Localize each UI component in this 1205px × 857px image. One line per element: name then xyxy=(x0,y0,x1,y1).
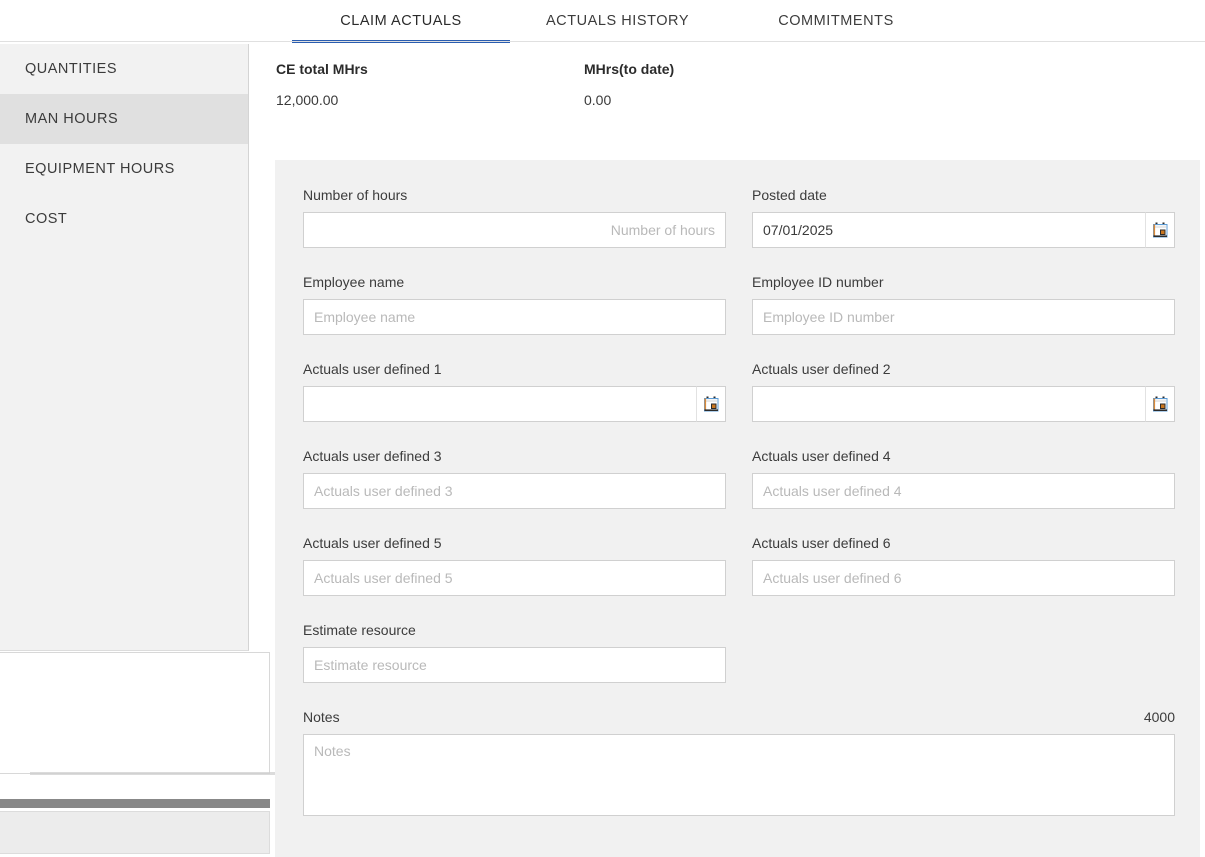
ce-total-mhrs-value: 12,000.00 xyxy=(276,92,339,108)
sidebar-item-man-hours-label: MAN HOURS xyxy=(25,111,119,127)
form-row-6: Estimate resource xyxy=(303,621,1175,683)
estimate-resource-input[interactable] xyxy=(303,647,726,683)
actuals-user-defined-5-input[interactable] xyxy=(303,560,726,596)
form-row-3: Actuals user defined 1 xyxy=(303,360,1175,422)
actuals-user-defined-4-input-wrap xyxy=(752,473,1175,509)
tab-bar: CLAIM ACTUALS ACTUALS HISTORY COMMITMENT… xyxy=(0,0,1205,43)
field-actuals-user-defined-4: Actuals user defined 4 xyxy=(752,447,1175,509)
tab-claim-actuals[interactable]: CLAIM ACTUALS xyxy=(292,0,510,43)
form-row-4: Actuals user defined 3 Actuals user defi… xyxy=(303,447,1175,509)
actuals-user-defined-6-label: Actuals user defined 6 xyxy=(752,535,891,551)
mhrs-to-date-value-cell: 0.00 xyxy=(584,83,884,117)
actuals-user-defined-1-input-wrap xyxy=(303,386,726,422)
field-notes: Notes 4000 xyxy=(303,708,1175,821)
number-of-hours-label: Number of hours xyxy=(303,187,408,203)
actuals-user-defined-3-input-wrap xyxy=(303,473,726,509)
posted-date-label: Posted date xyxy=(752,187,827,203)
sidebar-item-cost[interactable]: COST xyxy=(0,194,248,244)
sidebar-item-quantities-label: QUANTITIES xyxy=(25,61,118,77)
form-row-5: Actuals user defined 5 Actuals user defi… xyxy=(303,534,1175,596)
form-grid: Number of hours Posted date xyxy=(303,186,1175,846)
field-employee-name: Employee name xyxy=(303,273,726,335)
tab-list: CLAIM ACTUALS ACTUALS HISTORY COMMITMENT… xyxy=(292,0,947,43)
ce-total-mhrs-label-cell: CE total MHrs xyxy=(276,55,584,83)
notes-label: Notes xyxy=(303,709,340,725)
actuals-user-defined-2-input[interactable] xyxy=(752,386,1175,422)
employee-id-number-input-wrap xyxy=(752,299,1175,335)
tab-claim-actuals-label: CLAIM ACTUALS xyxy=(340,12,462,29)
actuals-user-defined-6-input-wrap xyxy=(752,560,1175,596)
field-actuals-user-defined-2: Actuals user defined 2 xyxy=(752,360,1175,422)
notes-label-line: Notes 4000 xyxy=(303,708,1175,734)
field-actuals-user-defined-3: Actuals user defined 3 xyxy=(303,447,726,509)
field-estimate-resource: Estimate resource xyxy=(303,621,726,683)
actuals-user-defined-1-label: Actuals user defined 1 xyxy=(303,361,442,377)
field-employee-id-number: Employee ID number xyxy=(752,273,1175,335)
sidebar-item-equipment-hours[interactable]: EQUIPMENT HOURS xyxy=(0,144,248,194)
actuals-user-defined-4-input[interactable] xyxy=(752,473,1175,509)
form-row-notes: Notes 4000 xyxy=(303,708,1175,821)
tab-commitments[interactable]: COMMITMENTS xyxy=(725,0,947,43)
actuals-user-defined-5-input-wrap xyxy=(303,560,726,596)
estimate-resource-input-wrap xyxy=(303,647,726,683)
actuals-user-defined-2-input-wrap xyxy=(752,386,1175,422)
calendar-icon[interactable] xyxy=(1145,386,1175,422)
actuals-user-defined-2-label: Actuals user defined 2 xyxy=(752,361,891,377)
calendar-icon-glyph xyxy=(703,396,718,412)
totals-value-row: 12,000.00 0.00 xyxy=(276,83,976,117)
actuals-user-defined-3-label: Actuals user defined 3 xyxy=(303,448,442,464)
tab-actuals-history-label: ACTUALS HISTORY xyxy=(545,12,690,29)
sidebar-item-man-hours[interactable]: MAN HOURS xyxy=(0,94,248,144)
tab-bar-divider xyxy=(0,41,1205,42)
actuals-user-defined-6-input[interactable] xyxy=(752,560,1175,596)
employee-name-label: Employee name xyxy=(303,274,405,290)
number-of-hours-input[interactable] xyxy=(303,212,726,248)
calendar-icon-glyph xyxy=(1152,222,1167,238)
actuals-user-defined-1-input[interactable] xyxy=(303,386,726,422)
totals-label-row: CE total MHrs MHrs(to date) xyxy=(276,55,976,83)
actuals-user-defined-5-label: Actuals user defined 5 xyxy=(303,535,442,551)
calendar-icon[interactable] xyxy=(696,386,726,422)
mhrs-to-date-label: MHrs(to date) xyxy=(584,61,675,77)
ce-total-mhrs-value-cell: 12,000.00 xyxy=(276,83,584,117)
form-row-2: Employee name Employee ID number xyxy=(303,273,1175,335)
field-actuals-user-defined-1: Actuals user defined 1 xyxy=(303,360,726,422)
bottom-left-gray-panel xyxy=(0,811,270,854)
mhrs-to-date-label-cell: MHrs(to date) xyxy=(584,55,884,83)
actuals-user-defined-4-label: Actuals user defined 4 xyxy=(752,448,891,464)
totals-header: CE total MHrs MHrs(to date) 12,000.00 0.… xyxy=(276,55,976,117)
calendar-icon[interactable] xyxy=(1145,212,1175,248)
number-of-hours-input-wrap xyxy=(303,212,726,248)
notes-textarea[interactable] xyxy=(303,734,1175,816)
sidebar: QUANTITIES MAN HOURS EQUIPMENT HOURS COS… xyxy=(0,44,249,651)
notes-char-counter: 4000 xyxy=(1143,709,1175,725)
mhrs-to-date-value: 0.00 xyxy=(584,92,612,108)
field-actuals-user-defined-6: Actuals user defined 6 xyxy=(752,534,1175,596)
sidebar-item-cost-label: COST xyxy=(25,211,68,227)
tab-actuals-history[interactable]: ACTUALS HISTORY xyxy=(510,0,725,43)
horizontal-scrollbar[interactable] xyxy=(0,799,270,808)
actuals-user-defined-3-input[interactable] xyxy=(303,473,726,509)
field-posted-date: Posted date xyxy=(752,186,1175,248)
calendar-icon-glyph xyxy=(1152,396,1167,412)
ce-total-mhrs-label: CE total MHrs xyxy=(276,61,368,77)
field-actuals-user-defined-5: Actuals user defined 5 xyxy=(303,534,726,596)
sidebar-item-quantities[interactable]: QUANTITIES xyxy=(0,44,248,94)
tab-commitments-label: COMMITMENTS xyxy=(778,12,894,29)
bottom-left-white-panel xyxy=(0,652,270,774)
employee-id-number-input[interactable] xyxy=(752,299,1175,335)
bottom-left-panel-shadow xyxy=(30,772,280,775)
form-row-6-spacer xyxy=(752,621,1175,683)
form-row-1: Number of hours Posted date xyxy=(303,186,1175,248)
employee-name-input-wrap xyxy=(303,299,726,335)
claim-actuals-form-panel: Number of hours Posted date xyxy=(275,160,1200,857)
posted-date-input-wrap xyxy=(752,212,1175,248)
estimate-resource-label: Estimate resource xyxy=(303,622,416,638)
employee-name-input[interactable] xyxy=(303,299,726,335)
field-number-of-hours: Number of hours xyxy=(303,186,726,248)
sidebar-item-equipment-hours-label: EQUIPMENT HOURS xyxy=(25,161,175,177)
employee-id-number-label: Employee ID number xyxy=(752,274,884,290)
posted-date-input[interactable] xyxy=(752,212,1175,248)
